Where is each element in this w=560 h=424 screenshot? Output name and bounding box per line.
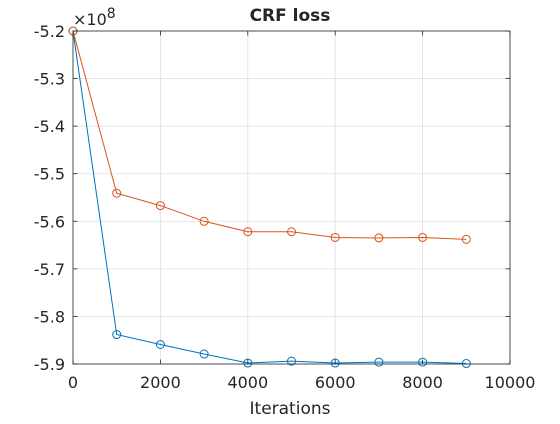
- x-tick-label: 2000: [140, 373, 181, 392]
- data-point: [287, 356, 296, 366]
- x-tick-label: 4000: [227, 373, 268, 392]
- series-line: [72, 30, 467, 240]
- exponent-base: ×10: [73, 10, 107, 29]
- y-tick-label: -5.4: [34, 117, 65, 136]
- y-tick-label: -5.6: [34, 212, 65, 231]
- y-tick-label: -5.7: [34, 260, 65, 279]
- data-point: [199, 349, 209, 359]
- series-1: [68, 26, 471, 369]
- y-tick-labels: -5.2 -5.3 -5.4 -5.5 -5.6 -5.7 -5.8 -5.9: [34, 22, 65, 374]
- data-point: [155, 201, 165, 211]
- x-tick-label: 10000: [485, 373, 536, 392]
- x-tick-labels: 0 2000 4000 6000 8000 10000: [68, 373, 536, 392]
- data-point: [330, 358, 340, 368]
- y-tick-label: -5.9: [34, 355, 65, 374]
- series-line: [72, 30, 467, 365]
- data-point: [243, 358, 253, 368]
- data-point: [418, 357, 428, 367]
- plot-area: [73, 31, 510, 364]
- data-point: [461, 359, 471, 369]
- data-point: [330, 232, 340, 242]
- axes-frame: [72, 30, 511, 365]
- data-point: [287, 227, 296, 237]
- y-tick-label: -5.3: [34, 70, 65, 89]
- data-point: [374, 357, 384, 367]
- data-point: [374, 233, 384, 243]
- x-tick-label: 6000: [315, 373, 356, 392]
- data-point: [243, 227, 253, 237]
- data-point: [112, 188, 122, 198]
- x-tick-label: 8000: [402, 373, 443, 392]
- x-axis-label: Iterations: [250, 399, 331, 419]
- data-point: [155, 339, 165, 349]
- data-point: [199, 216, 209, 226]
- y-axis-exponent: ×108: [73, 6, 116, 29]
- exponent-power: 8: [107, 6, 116, 22]
- tick-marks: [72, 30, 511, 365]
- data-point: [112, 330, 122, 340]
- series-layer: [68, 26, 471, 369]
- data-point: [418, 232, 428, 242]
- chart-title: CRF loss: [250, 6, 331, 26]
- y-tick-label: -5.5: [34, 165, 65, 184]
- y-tick-label: -5.8: [34, 307, 65, 326]
- y-tick-label: -5.2: [34, 22, 65, 41]
- x-tick-label: 0: [68, 373, 78, 392]
- data-point: [461, 234, 471, 244]
